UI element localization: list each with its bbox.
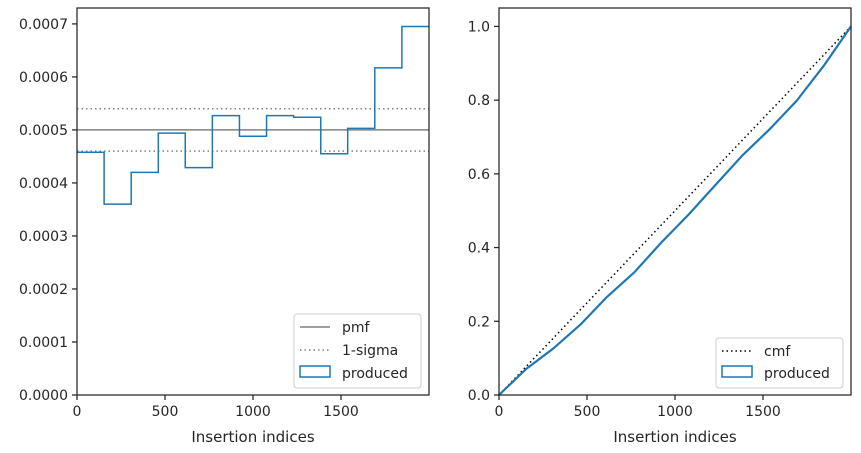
produced-cumulative-point: [606, 295, 609, 298]
left-x-axis-label: Insertion indices: [191, 428, 314, 446]
left-y-tick-label: 0.0006: [19, 70, 68, 86]
produced-cumulative-point: [823, 64, 825, 67]
right-legend-frame: [715, 337, 844, 389]
right-y-tick-label: 1.0: [468, 19, 490, 35]
produced-histogram-step: [77, 25, 429, 205]
produced-cumulative-point: [552, 347, 555, 350]
left-legend: pmf 1-sigma produced: [293, 313, 422, 389]
produced-cumulative-point: [768, 128, 771, 130]
left-x-tick-label: 1000: [235, 404, 271, 420]
left-x-tick-label: 500: [152, 404, 179, 420]
left-chart: 0 500 1000 1500 0.0000 0.0001 0.0002 0.0003 0.0…: [19, 7, 430, 446]
legend-produced-swatch-right: [721, 365, 753, 378]
right-chart: 0 500 1000 1500 0.0 0.2 0.4 0.6 0.8 1.0 Insertio…: [468, 7, 852, 446]
left-x-tick-label: 1500: [323, 404, 359, 420]
produced-cumulative-point: [579, 323, 582, 326]
left-y-tick-label: 0.0003: [19, 229, 68, 245]
produced-cumulative-point: [660, 241, 663, 244]
produced-cumulative-point: [714, 183, 717, 186]
produced-cumulative-point: [633, 271, 636, 274]
legend-1sigma-label: 1-sigma: [342, 343, 398, 359]
right-y-tick-label: 0.8: [468, 93, 490, 109]
right-y-tick-label: 0.0: [468, 388, 490, 404]
legend-produced-label: produced: [342, 366, 408, 382]
legend-pmf-label: pmf: [342, 320, 371, 336]
produced-cumulative-point: [525, 368, 527, 370]
right-legend: cmf produced: [715, 337, 844, 389]
right-x-tick-label: 1000: [657, 404, 693, 420]
right-x-axis-label: Insertion indices: [613, 428, 736, 446]
left-legend-frame: [293, 313, 422, 389]
right-x-tick-label: 0: [495, 404, 504, 420]
produced-cumulative-point: [687, 213, 690, 216]
left-x-tick-label: 0: [73, 404, 82, 420]
legend-produced-label-right: produced: [764, 366, 830, 382]
right-x-tick-label: 1500: [745, 404, 781, 420]
left-y-tick-label: 0.0002: [19, 282, 68, 298]
produced-cumulative-line: [498, 25, 852, 396]
left-y-tick-label: 0.0007: [19, 17, 68, 33]
right-y-tick-label: 0.2: [468, 314, 490, 330]
right-x-tick-label: 500: [574, 404, 601, 420]
right-y-tick-label: 0.4: [468, 241, 490, 257]
legend-cmf-label: cmf: [764, 344, 791, 360]
left-y-tick-label: 0.0005: [19, 123, 68, 139]
left-y-tick-label: 0.0000: [19, 388, 68, 404]
right-y-tick-label: 0.6: [468, 167, 490, 183]
produced-cumulative-point: [741, 154, 744, 156]
legend-produced-swatch: [299, 365, 331, 378]
right-plot-area: [499, 8, 851, 395]
produced-cumulative-point: [795, 99, 798, 102]
left-axes-frame: [76, 7, 430, 396]
right-axes-frame: [498, 7, 852, 396]
left-y-tick-label: 0.0001: [19, 335, 68, 351]
left-y-tick-label: 0.0004: [19, 176, 68, 192]
